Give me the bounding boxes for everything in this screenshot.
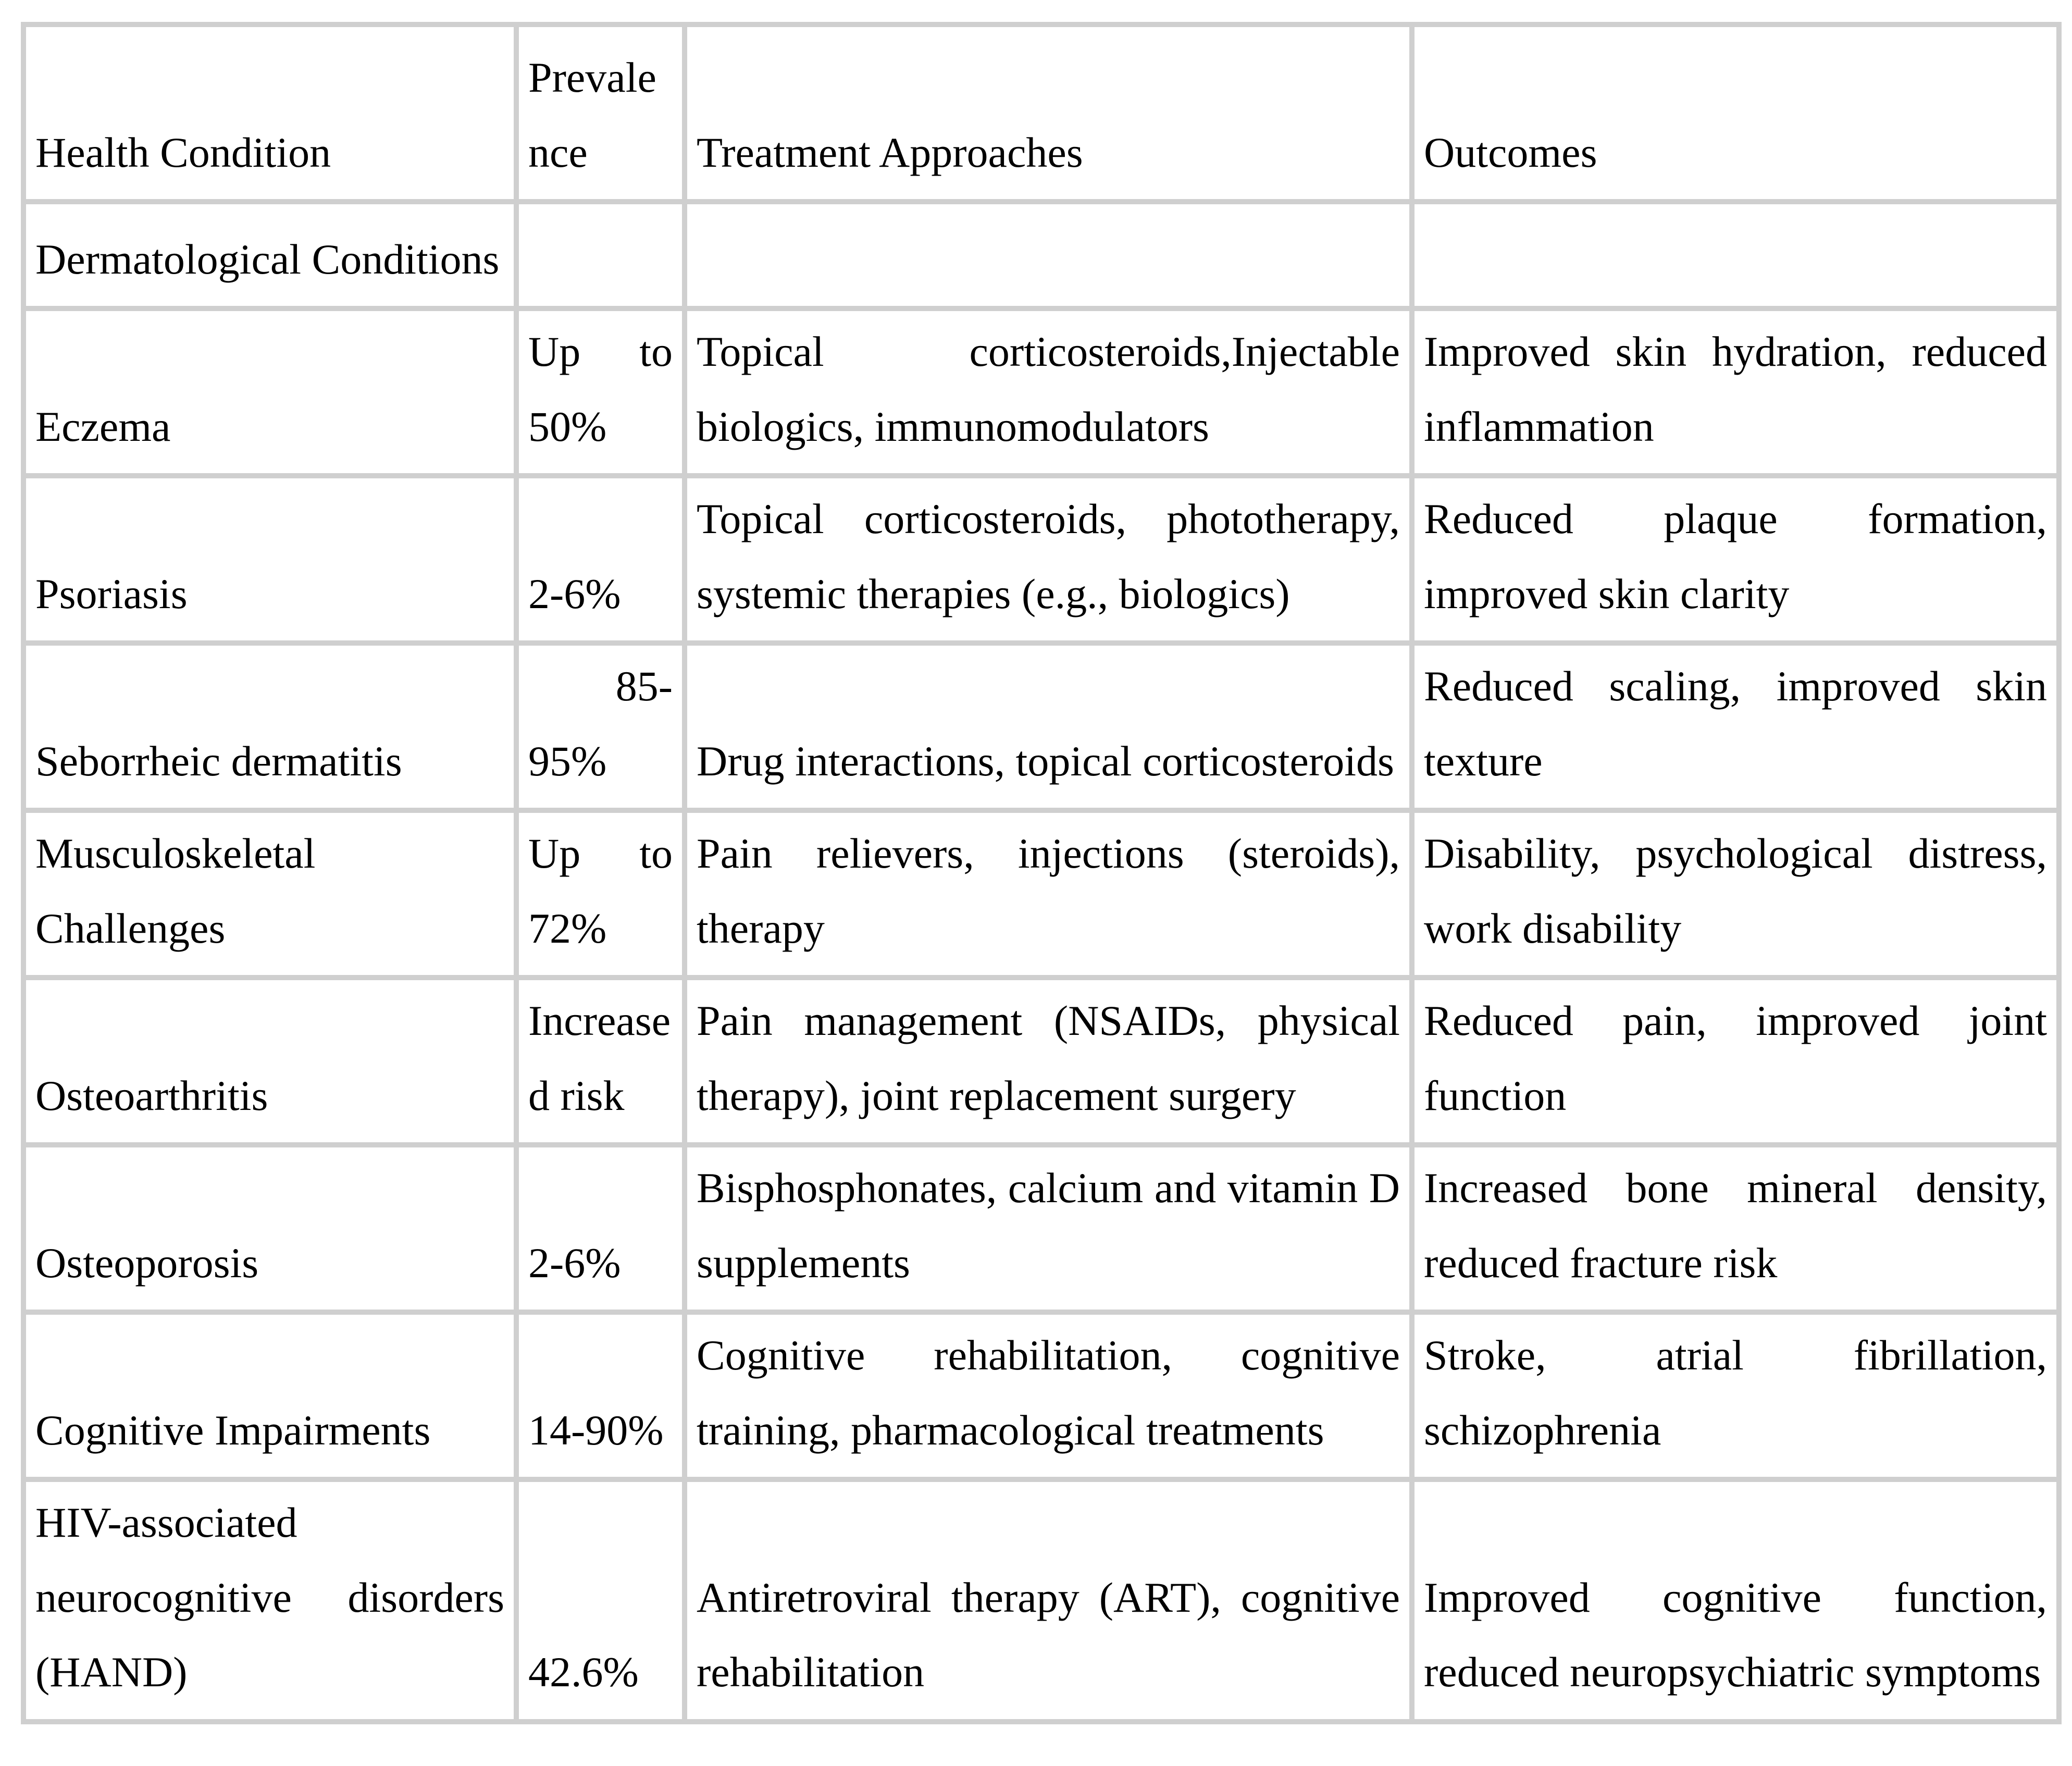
row-eczema: Eczema Up to 50% Topical corticosteroids…	[21, 306, 2062, 478]
treatment-cell: Bisphosphonates, calcium and vitamin D s…	[682, 1142, 1415, 1315]
header-condition: Health Condition	[21, 22, 519, 204]
treatment-cell: Antiretroviral therapy (ART), cognitive …	[682, 1477, 1415, 1724]
prevalence-cell: Up to 72%	[514, 808, 687, 980]
outcomes-cell: Reduced scaling, improved skin texture	[1409, 640, 2062, 813]
prevalence-cell: 42.6%	[514, 1477, 687, 1724]
row-hiv-associated-neurocognitive-disorders: HIV-associated neurocognitive disorders …	[21, 1477, 2062, 1724]
condition-cell: Osteoarthritis	[21, 975, 519, 1147]
row-musculoskeletal-challenges: Musculoskeletal Challenges Up to 72% Pai…	[21, 808, 2062, 980]
prevalence-cell: Up to 50%	[514, 306, 687, 478]
outcomes-cell: Reduced pain, improved joint function	[1409, 975, 2062, 1147]
treatment-cell: Pain management (NSAIDs, physical therap…	[682, 975, 1415, 1147]
outcomes-cell: Disability, psychological distress, work…	[1409, 808, 2062, 980]
treatment-cell	[682, 199, 1415, 311]
outcomes-cell: Reduced plaque formation, improved skin …	[1409, 473, 2062, 646]
treatment-cell: Cognitive rehabilitation, cognitive trai…	[682, 1310, 1415, 1482]
header-outcomes: Outcomes	[1409, 22, 2062, 204]
treatment-cell: Topical corticosteroids,Injectable biolo…	[682, 306, 1415, 478]
condition-cell: Dermatological Conditions	[21, 199, 519, 311]
condition-cell: Musculoskeletal Challenges	[21, 808, 519, 980]
table-header-row: Health Condition Prevalence Treatment Ap…	[21, 22, 2062, 204]
health-conditions-table: Health Condition Prevalence Treatment Ap…	[21, 22, 2062, 1724]
outcomes-cell	[1409, 199, 2062, 311]
treatment-cell: Pain relievers, injections (steroids), t…	[682, 808, 1415, 980]
prevalence-cell: 2-6%	[514, 473, 687, 646]
row-osteoarthritis: Osteoarthritis Increased risk Pain manag…	[21, 975, 2062, 1147]
outcomes-cell: Improved cognitive function, reduced neu…	[1409, 1477, 2062, 1724]
row-seborrheic-dermatitis: Seborrheic dermatitis 85-95% Drug intera…	[21, 640, 2062, 813]
outcomes-cell: Improved skin hydration, reduced inflamm…	[1409, 306, 2062, 478]
prevalence-cell	[514, 199, 687, 311]
condition-cell: Osteoporosis	[21, 1142, 519, 1315]
prevalence-cell: 2-6%	[514, 1142, 687, 1315]
prevalence-cell: 14-90%	[514, 1310, 687, 1482]
condition-cell: Psoriasis	[21, 473, 519, 646]
prevalence-cell: 85-95%	[514, 640, 687, 813]
outcomes-cell: Increased bone mineral density, reduced …	[1409, 1142, 2062, 1315]
condition-cell: Seborrheic dermatitis	[21, 640, 519, 813]
row-section-dermatological-conditions: Dermatological Conditions	[21, 199, 2062, 311]
outcomes-cell: Stroke, atrial fibrillation, schizophren…	[1409, 1310, 2062, 1482]
row-psoriasis: Psoriasis 2-6% Topical corticosteroids, …	[21, 473, 2062, 646]
treatment-cell: Topical corticosteroids, phototherapy, s…	[682, 473, 1415, 646]
treatment-cell: Drug interactions, topical corticosteroi…	[682, 640, 1415, 813]
prevalence-cell: Increased risk	[514, 975, 687, 1147]
condition-cell: Cognitive Impairments	[21, 1310, 519, 1482]
header-prevalence: Prevalence	[514, 22, 687, 204]
condition-cell: Eczema	[21, 306, 519, 478]
condition-cell: HIV-associated neurocognitive disorders …	[21, 1477, 519, 1724]
row-cognitive-impairments: Cognitive Impairments 14-90% Cognitive r…	[21, 1310, 2062, 1482]
header-treatment: Treatment Approaches	[682, 22, 1415, 204]
row-osteoporosis: Osteoporosis 2-6% Bisphosphonates, calci…	[21, 1142, 2062, 1315]
